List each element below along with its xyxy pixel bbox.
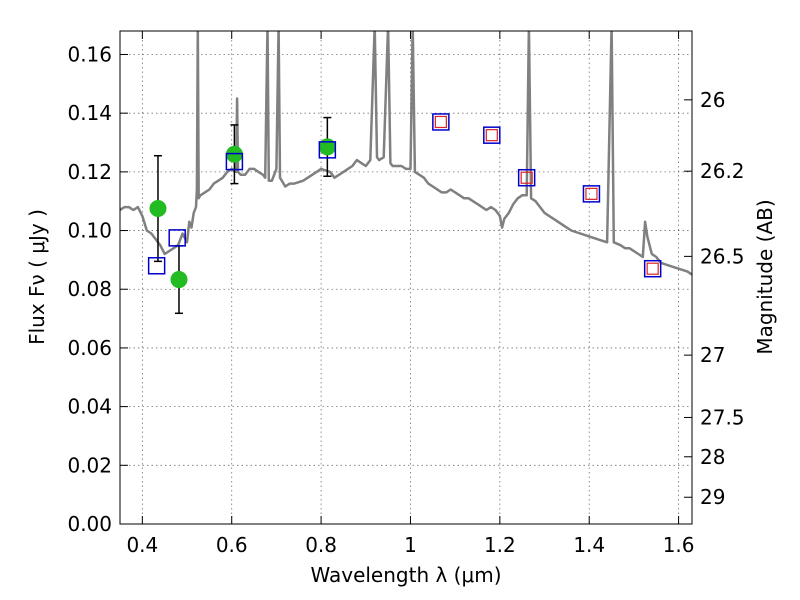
right-tick-label: 26.5 — [700, 244, 745, 268]
y-tick-label: 0.14 — [67, 101, 112, 125]
data-point-model — [168, 229, 186, 247]
y-tick-label: 0.08 — [67, 277, 112, 301]
data-point-model — [318, 141, 337, 159]
data-point-model — [432, 113, 450, 131]
spectrum-layer — [120, 31, 692, 276]
data-point-model — [147, 257, 166, 275]
data-point-model — [517, 168, 536, 187]
x-tick-label: 1.4 — [573, 533, 605, 557]
data-point-red — [485, 129, 498, 142]
data-point-model — [643, 259, 662, 278]
y-axis-label: Flux Fν ( μJy ) — [25, 209, 49, 345]
y-tick-label: 0.06 — [67, 336, 112, 360]
x-axis-label: Wavelength λ (μm) — [310, 563, 501, 587]
data-point-observed — [170, 271, 188, 289]
x-tick-label: 1 — [404, 533, 417, 557]
right-tick-label: 26.2 — [700, 159, 745, 183]
y-tick-label: 0.16 — [67, 42, 112, 66]
x-tick-label: 1.6 — [663, 533, 695, 557]
x-tick-label: 0.8 — [305, 533, 337, 557]
data-point-red — [434, 115, 447, 129]
plot-frame — [119, 30, 693, 525]
data-point-red — [520, 171, 533, 184]
x-tick-label: 1.2 — [484, 533, 516, 557]
y-tick-label: 0.12 — [67, 160, 112, 184]
y-tick-label: 0.02 — [67, 453, 112, 477]
right-tick-label: 26 — [700, 88, 725, 112]
y-axis-right-label: Magnitude (AB) — [753, 199, 777, 354]
x-tick-label: 0.6 — [216, 533, 248, 557]
right-tick-label: 27 — [700, 343, 725, 367]
data-point-red — [585, 187, 598, 200]
data-point-model — [483, 126, 501, 144]
spectrum-line — [120, 31, 692, 276]
y-tick-label: 0.10 — [67, 219, 112, 243]
data-point-observed — [149, 200, 167, 218]
points-layer — [147, 113, 662, 289]
y-tick-label: 0.00 — [67, 512, 112, 536]
right-tick-label: 27.5 — [700, 405, 745, 429]
ticks-layer: 0.4 0.6 0.8 1 1.2 1.4 1.6 0.00 0.02 0.04 0.06 0.08 0… — [67, 31, 745, 557]
data-point-red — [646, 262, 659, 275]
y-tick-label: 0.04 — [67, 395, 112, 419]
data-point-model — [582, 185, 601, 203]
right-tick-label: 29 — [700, 485, 725, 509]
grid-lines — [120, 31, 692, 525]
x-tick-label: 0.4 — [126, 533, 158, 557]
right-tick-label: 28 — [700, 445, 725, 469]
data-point-model — [225, 152, 244, 171]
